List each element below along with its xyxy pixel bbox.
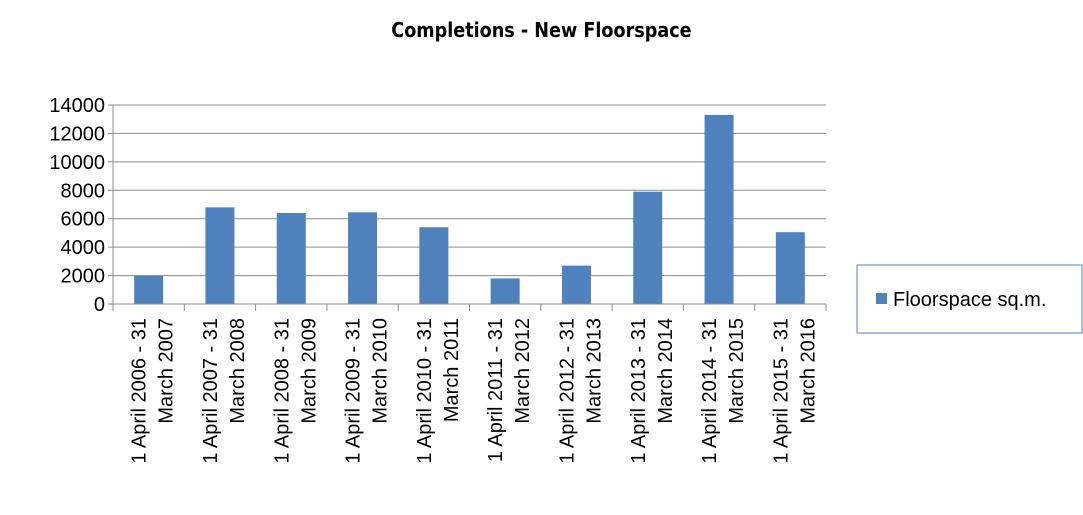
x-category-labels: 1 April 2006 - 31 March 2007 1 April 2007 … [129,318,820,464]
bar [561,265,591,304]
x-category-label: 1 April 2009 - 31 [343,318,365,464]
x-category-label: March 2012 [512,318,534,424]
bar [490,278,520,304]
bar [633,191,663,304]
axes [112,105,827,311]
x-category-label: March 2007 [156,318,178,424]
x-category-label: 1 April 2013 - 31 [628,318,650,464]
y-tick-labels: 0 2000 4000 6000 8000 10000 12000 14000 [49,95,113,316]
y-tick-label: 14000 [49,95,105,117]
bar [276,213,306,304]
legend-swatch [876,293,887,304]
x-category-label: 1 April 2006 - 31 [129,318,151,464]
x-category-label: 1 April 2012 - 31 [556,318,578,464]
bar [134,275,164,304]
bar [419,227,449,304]
y-tick-label: 8000 [61,180,106,202]
x-category-label: March 2009 [298,318,320,424]
x-category-label: 1 April 2014 - 31 [699,318,721,464]
x-category-label: 1 April 2011 - 31 [485,318,507,462]
bar [348,212,378,304]
x-category-label: March 2013 [583,318,605,424]
x-category-label: 1 April 2015 - 31 [770,318,792,464]
y-tick-label: 12000 [49,123,105,145]
y-tick-label: 6000 [61,209,106,231]
bar [704,114,734,304]
x-category-label: 1 April 2010 - 31 [414,318,436,464]
x-category-label: March 2014 [655,318,677,424]
y-tick-label: 0 [94,294,105,316]
x-category-label: March 2010 [370,318,392,424]
y-tick-label: 2000 [61,266,106,288]
bars [134,114,805,304]
legend-label: Floorspace sq.m. [893,289,1046,311]
x-category-label: March 2016 [797,318,819,424]
legend: Floorspace sq.m. [856,264,1083,334]
x-category-label: March 2011 [441,318,463,422]
legend-box [856,264,1083,334]
x-category-label: March 2008 [227,318,249,424]
x-category-label: March 2015 [726,318,748,424]
chart-title: Completions - New Floorspace [391,18,692,42]
y-tick-label: 4000 [61,237,106,259]
y-tick-label: 10000 [49,152,105,174]
bar [205,207,235,304]
x-category-label: 1 April 2007 - 31 [200,318,222,464]
x-category-label: 1 April 2008 - 31 [271,318,293,464]
bar [775,232,805,304]
